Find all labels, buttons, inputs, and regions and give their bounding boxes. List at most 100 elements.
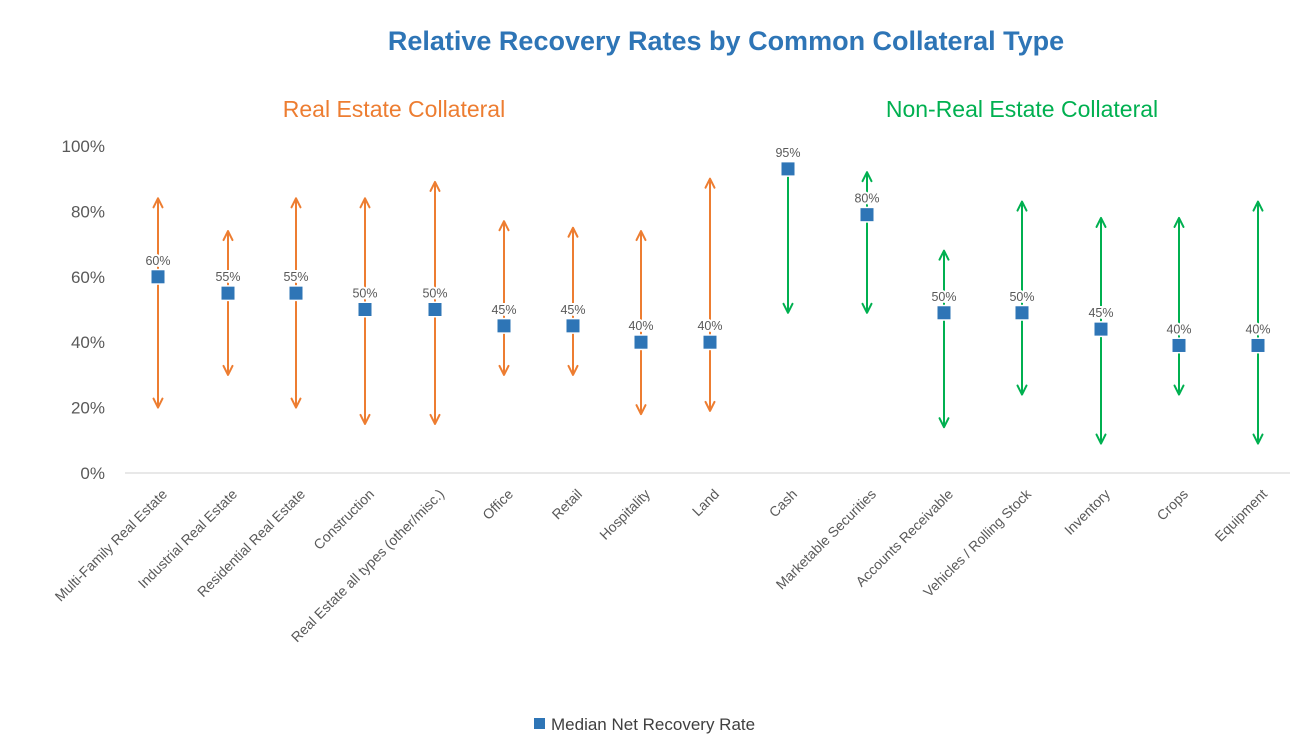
chart-title: Relative Recovery Rates by Common Collat…	[388, 26, 1064, 56]
legend-label: Median Net Recovery Rate	[551, 715, 755, 734]
median-value-label: 45%	[1088, 306, 1113, 320]
category-label: Inventory	[1061, 486, 1113, 538]
median-value-label: 45%	[491, 303, 516, 317]
range-arrow-down-head	[635, 404, 647, 416]
median-marker	[1251, 338, 1265, 352]
median-value-label: 50%	[1009, 290, 1034, 304]
range-arrow-down-head	[704, 400, 716, 412]
collateral-point: 45%	[558, 226, 588, 376]
category-label: Hospitality	[596, 486, 653, 543]
category-label: Real Estate all types (other/misc.)	[288, 486, 447, 645]
collateral-point: 40%	[695, 177, 725, 412]
collateral-point: 40%	[626, 230, 656, 416]
range-arrow-up-head	[222, 230, 234, 242]
median-value-label: 50%	[352, 287, 377, 301]
range-arrow-up-head	[359, 197, 371, 209]
collateral-point: 55%	[213, 230, 243, 376]
category-label: Crops	[1153, 486, 1191, 524]
median-marker	[566, 319, 580, 333]
median-value-label: 60%	[145, 254, 170, 268]
median-marker	[221, 286, 235, 300]
median-value-label: 55%	[215, 270, 240, 284]
median-value-label: 40%	[1245, 322, 1270, 336]
panel-title-real-estate: Real Estate Collateral	[283, 96, 505, 122]
range-arrow-up-head	[1252, 200, 1264, 212]
range-arrow-down-head	[938, 417, 950, 429]
range-arrow-down-head	[1095, 433, 1107, 445]
median-value-label: 40%	[697, 319, 722, 333]
y-axis: 0% 20% 40% 60% 80% 100%	[62, 137, 105, 483]
range-arrow-up-head	[1173, 216, 1185, 228]
panel-title-non-real-estate: Non-Real Estate Collateral	[886, 96, 1158, 122]
range-arrow-down-head	[222, 364, 234, 376]
median-marker	[289, 286, 303, 300]
range-arrow-down-head	[152, 397, 164, 409]
range-arrow-down-head	[290, 397, 302, 409]
collateral-point: 40%	[1164, 216, 1194, 396]
median-marker	[1015, 306, 1029, 320]
y-tick-label: 40%	[71, 333, 105, 352]
range-arrow-up-head	[429, 180, 441, 192]
range-arrow-down-head	[1173, 384, 1185, 396]
range-arrow-up-head	[704, 177, 716, 189]
range-arrow-up-head	[498, 220, 510, 232]
range-arrow-down-head	[567, 364, 579, 376]
category-label: Cash	[766, 486, 800, 520]
category-label: Retail	[548, 486, 585, 523]
category-label: Land	[689, 486, 722, 519]
median-value-label: 95%	[775, 146, 800, 160]
median-marker	[703, 335, 717, 349]
median-marker	[937, 306, 951, 320]
range-arrow-up-head	[1095, 216, 1107, 228]
collateral-point: 60%	[143, 197, 173, 409]
y-tick-label: 60%	[71, 268, 105, 287]
range-arrow-down-head	[861, 302, 873, 314]
plot-area: 60% 55% 55% 50% 50% 45% 45% 40% 40% 95% 80% 50% 50% 4…	[143, 144, 1273, 445]
median-value-label: 50%	[931, 290, 956, 304]
collateral-point: 55%	[281, 197, 311, 409]
legend-marker-swatch	[534, 718, 545, 729]
collateral-point: 50%	[929, 249, 959, 429]
collateral-point: 50%	[1007, 200, 1037, 396]
collateral-point: 40%	[1243, 200, 1273, 445]
collateral-point: 50%	[350, 197, 380, 425]
median-marker	[781, 162, 795, 176]
median-marker	[1172, 338, 1186, 352]
median-marker	[1094, 322, 1108, 336]
range-arrow-down-head	[359, 413, 371, 425]
collateral-point: 45%	[489, 220, 519, 376]
median-value-label: 50%	[422, 287, 447, 301]
range-arrow-down-head	[429, 413, 441, 425]
range-arrow-up-head	[861, 171, 873, 183]
category-label: Equipment	[1211, 486, 1270, 545]
category-label: Multi-Family Real Estate	[52, 486, 171, 605]
y-tick-label: 0%	[80, 464, 105, 483]
collateral-point: 45%	[1086, 216, 1116, 445]
collateral-point: 95%	[773, 144, 803, 314]
legend: Median Net Recovery Rate	[534, 715, 755, 734]
median-marker	[151, 270, 165, 284]
range-arrow-up-head	[152, 197, 164, 209]
y-tick-label: 80%	[71, 202, 105, 221]
median-marker	[497, 319, 511, 333]
range-arrow-down-head	[1016, 384, 1028, 396]
collateral-point: 50%	[420, 180, 450, 425]
median-marker	[860, 208, 874, 222]
median-marker	[358, 303, 372, 316]
median-value-label: 40%	[628, 319, 653, 333]
category-label: Construction	[310, 486, 377, 553]
collateral-point: 80%	[852, 171, 882, 314]
range-arrow-down-head	[1252, 433, 1264, 445]
y-tick-label: 20%	[71, 399, 105, 418]
range-arrow-up-head	[1016, 200, 1028, 212]
range-arrow-up-head	[567, 226, 579, 238]
range-arrow-up-head	[290, 197, 302, 209]
median-marker	[428, 303, 442, 316]
range-arrow-down-head	[782, 302, 794, 314]
median-marker	[634, 335, 648, 349]
median-value-label: 55%	[283, 270, 308, 284]
category-label: Office	[479, 486, 516, 523]
median-value-label: 45%	[560, 303, 585, 317]
